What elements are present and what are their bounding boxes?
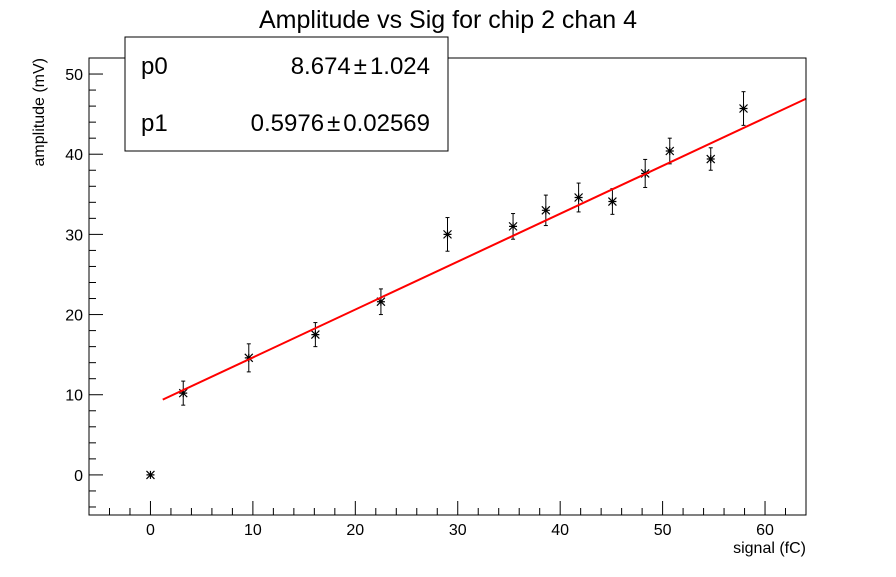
data-point (607, 188, 617, 215)
star-marker (508, 221, 518, 231)
data-point (574, 182, 584, 213)
x-tick-label: 40 (551, 522, 569, 539)
data-point (376, 288, 386, 316)
x-axis-label: signal (fC) (733, 540, 806, 557)
x-tick-label: 10 (244, 522, 262, 539)
data-point (706, 147, 716, 171)
fit-line (162, 97, 807, 401)
star-marker (146, 470, 155, 480)
star-marker (244, 353, 254, 363)
y-tick-label: 20 (65, 308, 83, 325)
data-point (146, 470, 155, 480)
star-marker (541, 205, 551, 215)
star-marker (310, 330, 320, 340)
y-tick-label: 40 (65, 147, 83, 164)
data-point (443, 217, 452, 252)
stats-box-frame (124, 36, 449, 152)
y-axis-label: amplitude (mV) (31, 58, 48, 166)
stats-p0-name: p0 (141, 53, 168, 80)
x-tick-label: 30 (449, 522, 467, 539)
data-point (739, 91, 748, 126)
x-tick-label: 20 (346, 522, 364, 539)
y-tick-label: 0 (74, 468, 83, 485)
star-marker (665, 146, 675, 156)
stats-box: p0 8.674 ±1.024 p1 0.5976 ±0.02569 (124, 36, 449, 152)
star-marker (178, 388, 188, 398)
x-tick-label: 60 (756, 522, 774, 539)
y-tick-label: 30 (65, 227, 83, 244)
star-marker (706, 154, 716, 164)
star-marker (574, 193, 584, 202)
stats-p0-value: 8.674 ±1.024 (291, 53, 430, 80)
star-marker (376, 297, 386, 307)
star-marker (739, 104, 748, 113)
data-point (665, 137, 675, 165)
stats-p1-value: 0.5976 ±0.02569 (251, 110, 430, 137)
star-marker (607, 197, 617, 206)
chart-title: Amplitude vs Sig for chip 2 chan 4 (259, 6, 637, 34)
star-marker (443, 229, 452, 239)
x-tick-label: 50 (654, 522, 672, 539)
data-point (244, 343, 254, 373)
y-tick-label: 10 (65, 388, 83, 405)
x-tick-label: 0 (146, 522, 155, 539)
y-tick-label: 50 (65, 67, 83, 84)
stats-p1-name: p1 (141, 110, 168, 137)
data-point (178, 380, 188, 406)
data-point (310, 322, 320, 348)
